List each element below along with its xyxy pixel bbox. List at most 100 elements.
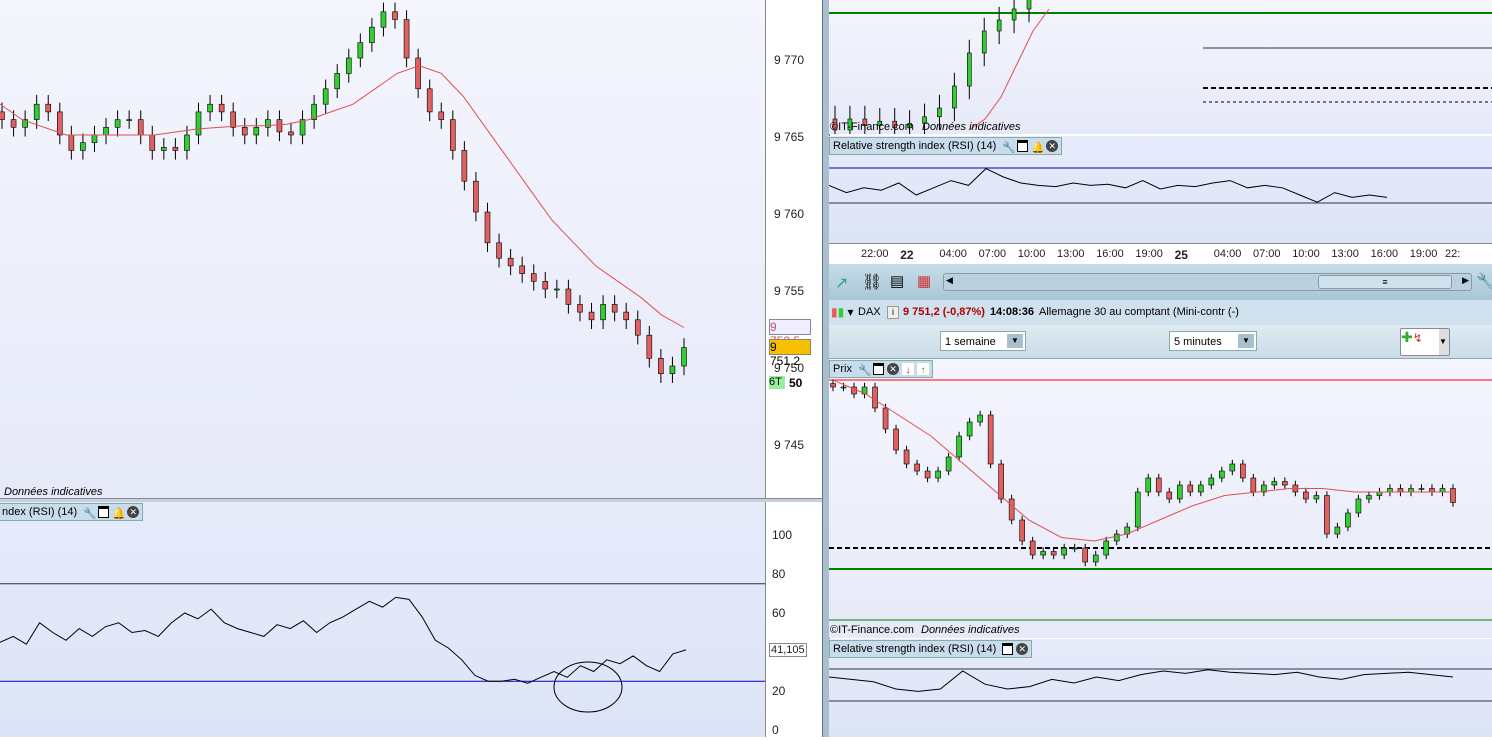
candle xyxy=(161,147,167,151)
candle xyxy=(1008,498,1015,521)
bricks-icon[interactable]: ▦ xyxy=(917,273,932,290)
window-icon[interactable] xyxy=(1002,643,1014,656)
indicators-button[interactable]: ✚↯ ▼ xyxy=(1400,328,1450,356)
wrench-icon[interactable]: 🔧 xyxy=(1002,142,1016,155)
candle xyxy=(1145,477,1152,493)
symbol[interactable]: DAX xyxy=(858,306,881,318)
scroll-thumb[interactable]: ≡ xyxy=(1318,275,1452,289)
candle-type-icon[interactable]: ▮▮ ▾ xyxy=(831,305,854,319)
price-tick: 9 750 xyxy=(774,361,805,375)
right-bottom-rsi[interactable] xyxy=(828,639,1492,737)
bell-icon[interactable]: 🔔 xyxy=(112,508,126,521)
candle xyxy=(207,103,213,113)
interval-select[interactable]: 5 minutes ▼ xyxy=(1169,331,1257,351)
list-icon[interactable]: ▤ xyxy=(890,273,905,290)
candle xyxy=(461,150,468,182)
candle xyxy=(265,119,271,128)
rt-rsi-header: Relative strength index (RSI) (14) 🔧 🔔 ✕ xyxy=(829,137,1063,155)
scroll-right-icon[interactable]: ▶ xyxy=(1462,275,1469,285)
rsi-tick: 80 xyxy=(772,567,786,581)
moving-average-line xyxy=(832,379,1453,542)
horizontal-scrollbar[interactable]: ◀ ≡ ▶ xyxy=(943,273,1472,291)
candle xyxy=(1082,547,1089,563)
chart-share-icon[interactable]: ↗ xyxy=(835,275,849,292)
candle xyxy=(56,111,63,136)
candle xyxy=(952,85,957,109)
link-icon[interactable]: ⛓ xyxy=(862,274,883,291)
wrench-icon[interactable]: 🔧 xyxy=(83,508,97,521)
bell-icon[interactable]: 🔔 xyxy=(1031,142,1045,155)
prix-title: Prix xyxy=(833,363,852,375)
time-tick: 22: xyxy=(1445,248,1461,260)
candle xyxy=(103,127,109,136)
time-tick: 04:00 xyxy=(939,248,967,260)
candle xyxy=(1355,498,1362,514)
candle xyxy=(1313,495,1320,500)
candle xyxy=(1240,463,1246,479)
left-rsi-axis: 100 80 60 41,105 20 0 xyxy=(765,502,823,737)
close-icon[interactable]: ✕ xyxy=(127,506,140,519)
left-rsi-chart[interactable] xyxy=(0,502,765,737)
time-tick: 13:00 xyxy=(1057,248,1085,260)
candle xyxy=(840,386,847,389)
candle xyxy=(345,57,352,74)
candle xyxy=(484,211,491,244)
candle xyxy=(1071,547,1078,550)
close-icon[interactable]: ✕ xyxy=(1016,643,1029,656)
candle xyxy=(1271,481,1278,486)
candle xyxy=(1282,481,1288,486)
window-icon[interactable] xyxy=(1017,140,1029,153)
time-tick: 19:00 xyxy=(1409,248,1438,260)
candle xyxy=(276,119,283,133)
right-top-chart[interactable]: ©IT-Finance.com Données indicatives xyxy=(829,0,1492,144)
move-up-icon[interactable]: ↑ xyxy=(917,363,930,376)
candle xyxy=(1026,0,1032,10)
candle xyxy=(877,120,883,126)
candle xyxy=(977,414,983,423)
candle xyxy=(195,111,202,136)
candle xyxy=(438,111,445,120)
candle xyxy=(892,120,897,129)
candle xyxy=(996,19,1002,32)
rsi-line xyxy=(0,596,687,684)
right-bottom-chart[interactable]: ©IT-Finance.com Données indicatives xyxy=(829,359,1492,638)
time-tick: 07:00 xyxy=(978,248,1007,260)
instrument-price: 9 751,2 (-0,87%) xyxy=(903,306,985,318)
scroll-left-icon[interactable]: ◀ xyxy=(946,275,953,285)
tools-icon[interactable]: 🔧 xyxy=(1476,273,1492,290)
candle xyxy=(588,311,595,321)
candle xyxy=(1376,491,1383,496)
candle xyxy=(922,116,927,124)
candle xyxy=(1061,547,1067,556)
time-tick: 19:00 xyxy=(1135,248,1163,260)
candle xyxy=(114,119,121,128)
candle xyxy=(981,30,987,54)
candle xyxy=(935,470,941,479)
candle xyxy=(565,288,572,305)
candle xyxy=(924,470,931,479)
rsi-tick: 100 xyxy=(772,528,793,542)
candle xyxy=(507,257,514,267)
period-select[interactable]: 1 semaine ▼ xyxy=(940,331,1026,351)
candle xyxy=(0,111,5,120)
close-icon[interactable]: ✕ xyxy=(1046,140,1059,153)
candle xyxy=(1261,484,1267,493)
candle xyxy=(299,119,306,136)
candle xyxy=(10,119,17,128)
window-icon[interactable] xyxy=(873,363,885,376)
window-icon[interactable] xyxy=(98,506,110,519)
time-tick: 22:00 xyxy=(861,248,889,260)
wrench-icon[interactable]: 🔧 xyxy=(858,365,872,378)
candle xyxy=(380,11,387,28)
move-down-icon[interactable]: ↓ xyxy=(902,363,915,376)
candle xyxy=(1208,477,1215,486)
candle xyxy=(496,242,502,259)
candle xyxy=(1040,551,1046,556)
candle xyxy=(577,304,583,313)
candle xyxy=(832,118,838,131)
candle xyxy=(450,119,456,151)
close-icon[interactable]: ✕ xyxy=(887,363,900,376)
time-tick: 22 xyxy=(900,248,914,262)
left-price-chart[interactable]: Données indicatives xyxy=(0,0,765,498)
info-icon[interactable]: i xyxy=(887,306,899,319)
